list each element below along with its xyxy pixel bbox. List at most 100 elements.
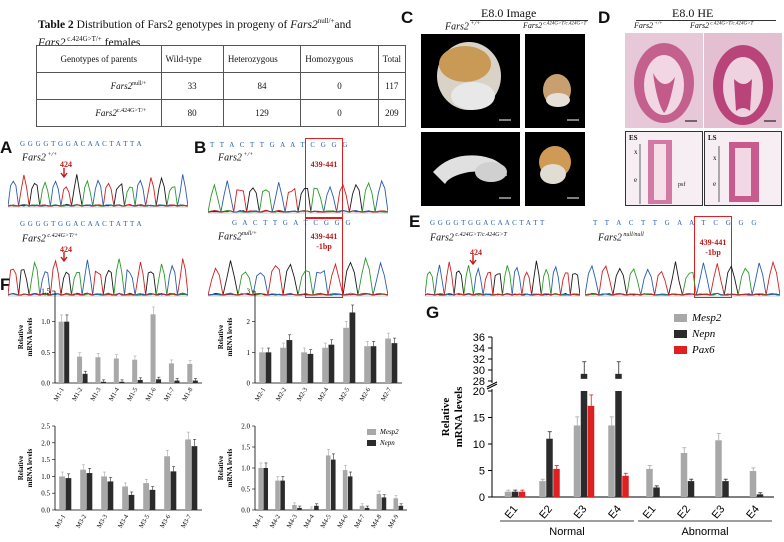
- he-inset-ls: LS x e: [704, 131, 782, 206]
- table-cell: 0: [301, 73, 378, 100]
- bar-pax6: [588, 406, 595, 497]
- x-tick-label: M2-4: [317, 386, 331, 403]
- bar-nepn: [688, 481, 695, 497]
- red-arrow-icon: [61, 252, 67, 261]
- table-cell: 129: [223, 100, 300, 127]
- legend-swatch: [367, 440, 376, 446]
- bar-mesp2: [322, 348, 328, 383]
- y-tick-label: 1.5: [41, 288, 50, 296]
- bar-nepn: [382, 497, 387, 510]
- bar-nepn: [266, 352, 272, 383]
- table-header: Heterozygous: [223, 46, 300, 73]
- bar-mesp2: [343, 470, 348, 510]
- table-cell: 0: [301, 100, 378, 127]
- bar-mesp2: [505, 492, 512, 497]
- bar-mesp2: [59, 322, 64, 383]
- bar-nepn: [546, 439, 553, 497]
- panel-letter-e: E: [409, 212, 420, 232]
- panel-a-label-top: Fars2 +/+: [22, 152, 57, 163]
- box-label-1: 439-441: [700, 238, 727, 247]
- bar-nepn: [615, 391, 622, 497]
- inset-es-x: x: [634, 148, 638, 156]
- bar-mesp2: [259, 352, 265, 383]
- embryo-photo-mut-2: [525, 132, 585, 206]
- y-tick-label: 34: [473, 343, 485, 355]
- bar-mesp2: [681, 453, 688, 497]
- genotype-sup: c.424G>T/c.424G>T: [454, 232, 507, 238]
- row-sup: null/+: [132, 81, 146, 87]
- bar-mesp2: [101, 476, 107, 510]
- x-tick-label: M2-5: [338, 387, 351, 403]
- bar-mesp2: [393, 498, 398, 510]
- table-header: Homozygous: [301, 46, 378, 73]
- caption-gene1: Fars2: [290, 19, 317, 31]
- chromatogram-trace: [208, 185, 388, 212]
- bar-mesp2: [77, 357, 82, 383]
- y-tick-label: 15: [473, 413, 485, 425]
- table-cell: 33: [161, 73, 223, 100]
- bar-nepn: [329, 345, 335, 383]
- embryo-photo-mut-1: [525, 34, 585, 128]
- bar-pax6: [622, 476, 629, 497]
- x-tick-label: E4: [744, 503, 762, 521]
- panel-d-title: E8.0 HE: [672, 6, 713, 21]
- genotype-sup: null/+: [242, 231, 257, 237]
- x-tick-label: M3-1: [54, 514, 67, 530]
- bar-mesp2: [122, 486, 128, 510]
- inset-es-e: e: [634, 176, 637, 184]
- bar-nepn: [138, 380, 143, 383]
- genotype-sup: c.424G>T/+: [46, 233, 78, 239]
- legend-label: Pax6: [691, 344, 715, 356]
- chromatogram-trace: [208, 181, 388, 212]
- table-row: Fars2c.424G>T/+ 80 129 0 209: [37, 100, 406, 127]
- x-tick-label: M1-6: [145, 386, 159, 403]
- bar-mesp2: [750, 471, 757, 497]
- y-axis-label: RelativemRNA levels: [217, 448, 234, 487]
- legend-label: Nepn: [379, 439, 395, 447]
- table-header-row: Genotypes of parents Wild-type Heterozyg…: [37, 46, 406, 73]
- axis-break-icon: [487, 382, 497, 389]
- x-tick-label: M1-4: [108, 386, 122, 403]
- panel-letter-d: D: [598, 8, 610, 28]
- bar-nepn-cap: [581, 374, 588, 379]
- y-tick-label: 0.0: [41, 380, 50, 388]
- bar-nepn: [64, 322, 69, 383]
- bar-mesp2: [377, 494, 382, 510]
- panel-letter-c: C: [401, 8, 413, 28]
- chromatogram-trace: [425, 262, 580, 295]
- bar-nepn: [722, 481, 729, 497]
- y-tick-label: 0.5: [41, 349, 50, 357]
- genotype-sup: null/null: [622, 232, 644, 238]
- table-cell-genotype: Fars2c.424G>T/+: [37, 100, 162, 127]
- bar-nepn: [87, 473, 93, 510]
- chromatogram-trace: [585, 268, 780, 295]
- caption-sup2: c.424G>T/+: [65, 35, 101, 43]
- legend-swatch: [674, 346, 687, 354]
- bar-nepn: [399, 506, 404, 510]
- bar-nepn: [392, 343, 398, 383]
- x-tick-label: M2-3: [296, 387, 309, 403]
- bar-nepn: [280, 481, 285, 510]
- genotype-sup: +/+: [469, 21, 480, 27]
- panel-d-label-left: Fars2 +/+: [634, 21, 663, 30]
- chart-f-m1: 0.00.51.01.5RelativemRNA levelsM1-1 M1-2 M…: [15, 285, 210, 415]
- x-tick-label: M4-8: [370, 514, 383, 530]
- caption-bold: Table 2: [38, 19, 74, 31]
- legend-label: Mesp2: [691, 312, 722, 324]
- bar-nepn: [365, 508, 370, 510]
- chromatogram-trace: [8, 181, 188, 206]
- bar-mesp2: [326, 455, 331, 510]
- y-axis-label: RelativemRNA levels: [17, 317, 34, 356]
- bar-mesp2: [539, 481, 546, 497]
- y-tick-label: 2.0: [41, 439, 50, 447]
- x-tick-label: M4-5: [319, 514, 332, 530]
- legend-swatch: [367, 429, 376, 435]
- bar-mesp2: [169, 363, 174, 383]
- bar-nepn: [371, 346, 377, 383]
- table-header: Total: [378, 46, 405, 73]
- bar-mesp2: [292, 505, 297, 510]
- x-tick-label: M4-2: [269, 514, 282, 530]
- chromatogram-trace: [208, 185, 388, 212]
- bar-nepn: [83, 374, 88, 383]
- y-tick-label: 1: [247, 349, 251, 357]
